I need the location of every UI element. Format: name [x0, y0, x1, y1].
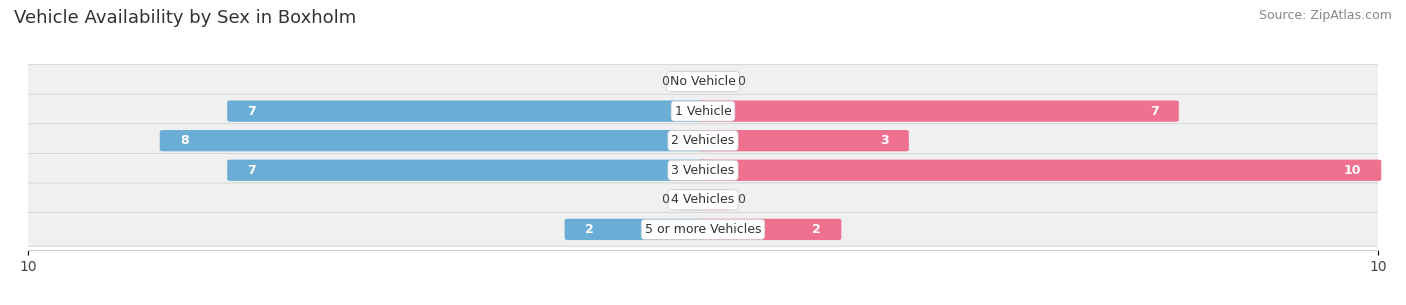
FancyBboxPatch shape: [672, 71, 706, 92]
Text: Source: ZipAtlas.com: Source: ZipAtlas.com: [1258, 9, 1392, 22]
Text: 2: 2: [813, 223, 821, 236]
FancyBboxPatch shape: [160, 130, 706, 151]
FancyBboxPatch shape: [700, 130, 908, 151]
Text: 0: 0: [737, 193, 745, 206]
Text: 0: 0: [661, 193, 669, 206]
FancyBboxPatch shape: [15, 183, 1391, 217]
FancyBboxPatch shape: [700, 100, 1178, 122]
Text: 2 Vehicles: 2 Vehicles: [672, 134, 734, 147]
Legend: Male, Female: Male, Female: [623, 300, 783, 305]
Text: 1 Vehicle: 1 Vehicle: [675, 105, 731, 118]
FancyBboxPatch shape: [228, 160, 706, 181]
Text: No Vehicle: No Vehicle: [671, 75, 735, 88]
FancyBboxPatch shape: [672, 189, 706, 210]
FancyBboxPatch shape: [15, 124, 1391, 157]
FancyBboxPatch shape: [228, 100, 706, 122]
FancyBboxPatch shape: [700, 219, 841, 240]
Text: 3 Vehicles: 3 Vehicles: [672, 164, 734, 177]
Text: 0: 0: [737, 75, 745, 88]
Text: 7: 7: [247, 105, 256, 118]
FancyBboxPatch shape: [15, 94, 1391, 128]
Text: 0: 0: [661, 75, 669, 88]
Text: 8: 8: [180, 134, 188, 147]
FancyBboxPatch shape: [700, 71, 734, 92]
Text: 7: 7: [1150, 105, 1159, 118]
FancyBboxPatch shape: [565, 219, 706, 240]
Text: Vehicle Availability by Sex in Boxholm: Vehicle Availability by Sex in Boxholm: [14, 9, 356, 27]
Text: 7: 7: [247, 164, 256, 177]
FancyBboxPatch shape: [15, 65, 1391, 99]
FancyBboxPatch shape: [700, 189, 734, 210]
Text: 2: 2: [585, 223, 593, 236]
FancyBboxPatch shape: [700, 160, 1381, 181]
Text: 10: 10: [1344, 164, 1361, 177]
Text: 5 or more Vehicles: 5 or more Vehicles: [645, 223, 761, 236]
Text: 3: 3: [880, 134, 889, 147]
FancyBboxPatch shape: [15, 153, 1391, 187]
Text: 4 Vehicles: 4 Vehicles: [672, 193, 734, 206]
FancyBboxPatch shape: [15, 213, 1391, 246]
